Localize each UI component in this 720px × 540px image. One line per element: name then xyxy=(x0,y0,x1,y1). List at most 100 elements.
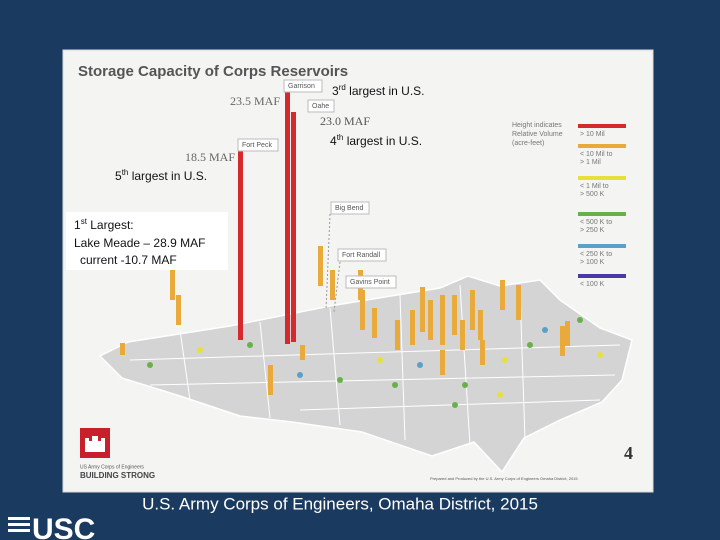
reservoir-bar xyxy=(176,295,181,325)
reservoir-dot xyxy=(502,357,508,363)
label-box xyxy=(237,138,279,152)
callout-line: Lake Meade – 28.9 MAF xyxy=(74,236,205,250)
reservoir-dot xyxy=(417,362,423,368)
ordinal: 5 xyxy=(115,169,122,183)
reservoir-dot xyxy=(527,342,533,348)
legend-label: > 100 K xyxy=(580,259,605,266)
callout: 5th largest in U.S. xyxy=(115,168,207,183)
logo-stripe xyxy=(8,523,30,526)
garrison-bar xyxy=(285,92,290,344)
reservoir-bar xyxy=(330,270,335,300)
callout-text: largest in U.S. xyxy=(128,169,207,183)
label-box xyxy=(337,248,387,262)
reservoir-dot xyxy=(147,362,153,368)
ordinal-suffix: th xyxy=(337,133,344,142)
reservoir-label: Big Bend xyxy=(335,205,364,212)
castle-icon xyxy=(85,436,105,452)
reservoir-label: Garrison xyxy=(288,83,315,90)
reservoir-dot xyxy=(497,392,503,398)
volume-label: 18.5 MAF xyxy=(185,150,235,164)
footer-logo-text: USC xyxy=(32,513,95,540)
legend-label: > 1 Mil xyxy=(580,159,601,166)
ordinal-suffix: rd xyxy=(339,83,346,92)
reservoir-bar xyxy=(268,365,273,395)
callout-box xyxy=(66,212,228,270)
reservoir-dot xyxy=(392,382,398,388)
reservoir-dot xyxy=(577,317,583,323)
reservoir-label: Gavins Point xyxy=(350,279,390,286)
legend-label: < 1 Mil to xyxy=(580,183,609,190)
reservoir-bar xyxy=(560,326,565,356)
volume-label: 23.5 MAF xyxy=(230,94,280,108)
reservoir-bar xyxy=(318,246,323,286)
reservoir-bar xyxy=(120,343,125,355)
reservoir-bar xyxy=(480,340,485,365)
page-number: 4 xyxy=(624,443,633,463)
reservoir-bar xyxy=(440,350,445,375)
legend-label: < 100 K xyxy=(580,281,605,288)
callout-text: largest in U.S. xyxy=(343,134,422,148)
fort-peck-bar xyxy=(238,150,243,340)
reservoir-bar xyxy=(516,285,521,320)
label-box xyxy=(330,201,370,215)
reservoir-bar xyxy=(410,310,415,345)
ordinal: 4 xyxy=(330,134,337,148)
logo-text: BUILDING STRONG xyxy=(80,471,155,480)
reservoir-bar xyxy=(440,295,445,345)
legend-label: > 250 K xyxy=(580,227,605,234)
label-box xyxy=(283,79,323,93)
reservoir-bar xyxy=(478,310,483,340)
reservoir-dot xyxy=(247,342,253,348)
ordinal: 3 xyxy=(332,84,339,98)
callout: 1st Largest: xyxy=(74,217,134,232)
callout: 4th largest in U.S. xyxy=(330,133,422,148)
oahe-bar xyxy=(291,112,296,342)
legend-label: < 500 K to xyxy=(580,219,612,226)
reservoir-dot xyxy=(337,377,343,383)
label-box xyxy=(307,99,335,113)
reservoir-bar xyxy=(470,290,475,330)
state-lines xyxy=(129,284,621,446)
legend-heading: Height indicates xyxy=(512,122,562,129)
ordinal-suffix: th xyxy=(122,168,129,177)
reservoir-bar xyxy=(460,320,465,350)
ordinal-suffix: st xyxy=(81,217,88,226)
reservoir-dot xyxy=(597,352,603,358)
logo-stripe xyxy=(8,517,30,520)
reservoir-bar xyxy=(170,250,175,300)
reservoir-bar xyxy=(300,345,305,360)
reservoir-dot xyxy=(542,327,548,333)
title: Storage Capacity of Corps Reservoirs xyxy=(78,63,348,80)
reservoir-dot xyxy=(452,402,458,408)
reservoir-bar xyxy=(372,308,377,338)
reservoir-dot xyxy=(462,382,468,388)
reservoir-label: Oahe xyxy=(312,103,329,110)
credit: Prepared and Produced by the U.S. Army C… xyxy=(430,476,578,481)
reservoir-dot xyxy=(297,372,303,378)
ordinal: 1 xyxy=(74,218,81,232)
legend: Height indicates Relative Volume (acre-fee… xyxy=(512,122,626,288)
big-bend-leader xyxy=(325,213,331,311)
legend-label: > 500 K xyxy=(580,191,605,198)
reservoir-label: Fort Randall xyxy=(342,252,381,259)
reservoir-bar xyxy=(395,320,400,350)
caption: U.S. Army Corps of Engineers, Omaha Dist… xyxy=(142,494,538,513)
reservoir-dot xyxy=(377,357,383,363)
reservoir-dot xyxy=(197,347,203,353)
reservoir-bar xyxy=(360,290,365,330)
callout: 3rd largest in U.S. xyxy=(332,83,425,98)
callout-text: Largest: xyxy=(87,218,134,232)
legend-heading: Relative Volume xyxy=(512,131,563,138)
callout-line: current -10.7 MAF xyxy=(80,253,177,267)
reservoir-bar xyxy=(420,287,425,332)
legend-heading: (acre-feet) xyxy=(512,140,544,147)
callout-text: largest in U.S. xyxy=(346,84,425,98)
legend-label: > 10 Mil xyxy=(580,131,605,138)
image-border xyxy=(62,49,654,493)
reservoir-bar xyxy=(428,300,433,340)
reservoir-bar xyxy=(500,280,505,310)
reservoir-bar xyxy=(452,295,457,335)
label-box xyxy=(345,275,397,289)
